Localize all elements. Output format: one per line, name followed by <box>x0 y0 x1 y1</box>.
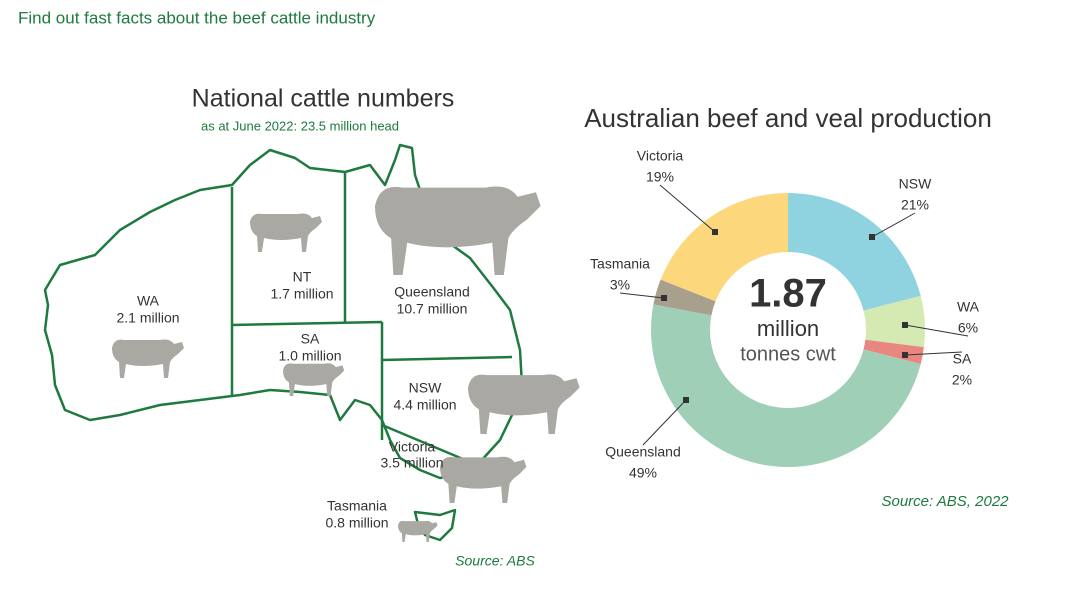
leader-dot <box>902 322 908 328</box>
region-value: 4.4 million <box>393 397 456 413</box>
region-value: 3.5 million <box>380 455 443 471</box>
slice-value: 49% <box>629 465 657 481</box>
center-unit: million <box>757 316 819 341</box>
region-name: NSW <box>409 380 442 396</box>
leader-dot <box>661 295 667 301</box>
region-value: 2.1 million <box>116 310 179 326</box>
region-value: 1.0 million <box>278 348 341 364</box>
donut-slice <box>863 295 926 348</box>
region-value: 0.8 million <box>325 515 388 531</box>
center-measure: tonnes cwt <box>740 343 836 365</box>
region-name: WA <box>137 293 160 309</box>
region-value: 10.7 million <box>397 301 468 317</box>
slice-name: WA <box>957 299 980 315</box>
donut-slice <box>863 339 924 365</box>
slice-value: 3% <box>610 277 630 293</box>
slice-value: 2% <box>952 372 972 388</box>
header-title: Find out fast facts about the beef cattl… <box>18 8 376 27</box>
leader-dot <box>902 352 908 358</box>
leader-dot <box>869 234 875 240</box>
slice-value: 19% <box>646 169 674 185</box>
leader-dot <box>683 397 689 403</box>
leader-line <box>619 292 665 299</box>
center-value: 1.87 <box>749 272 827 316</box>
region-name: Queensland <box>394 284 470 300</box>
slice-value: 21% <box>901 197 929 213</box>
leader-line <box>871 212 916 238</box>
donut-chart: NSW 21% WA 6% SA 2% Queensland 49% Tasmania 3% Vic… <box>590 148 980 481</box>
map-source: Source: ABS <box>455 553 535 569</box>
chart-title: Australian beef and veal production <box>584 103 992 133</box>
leader-line <box>642 399 687 446</box>
slice-name: NSW <box>899 176 932 192</box>
leader-line <box>659 184 716 233</box>
donut-slice <box>788 193 921 311</box>
leader-dot <box>712 229 718 235</box>
region-name: Victoria <box>389 439 436 455</box>
slice-value: 6% <box>958 320 978 336</box>
region-name: SA <box>301 331 320 347</box>
map-subtitle: as at June 2022: 23.5 million head <box>201 118 399 133</box>
region-name: Tasmania <box>327 498 387 514</box>
donut-slice <box>660 193 788 302</box>
slice-name: Victoria <box>637 148 684 164</box>
leader-line <box>904 351 963 356</box>
region-value: 1.7 million <box>270 286 333 302</box>
region-name: NT <box>293 269 312 285</box>
region-labels: WA2.1 million NT1.7 million Queensland10.7… <box>116 269 469 531</box>
chart-source: Source: ABS, 2022 <box>881 493 1009 510</box>
donut-slice <box>653 279 716 316</box>
slice-name: Queensland <box>605 444 681 460</box>
state-borders <box>230 172 513 464</box>
map-title: National cattle numbers <box>192 85 455 113</box>
slice-name: Tasmania <box>590 256 650 272</box>
slice-name: SA <box>953 351 972 367</box>
leader-line <box>904 324 969 337</box>
donut-slice <box>650 304 921 468</box>
